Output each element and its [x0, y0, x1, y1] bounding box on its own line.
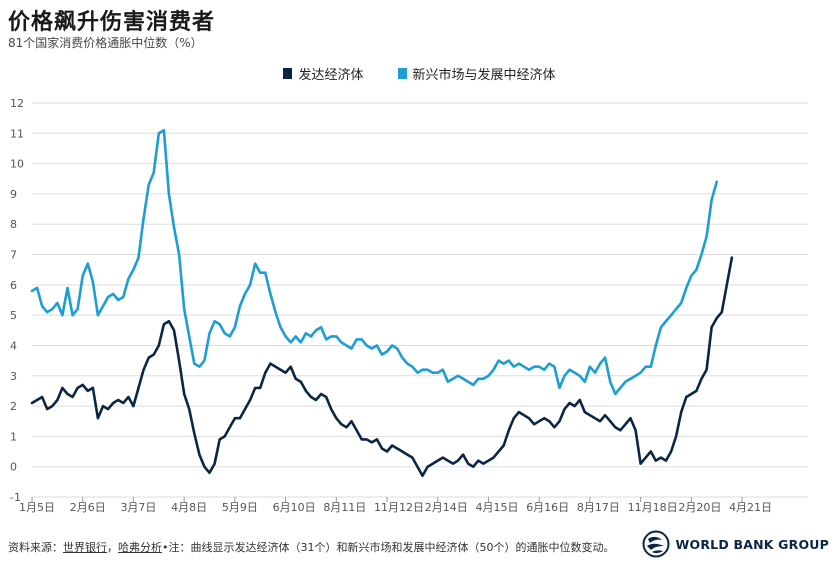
- y-tick-label-9: 9: [10, 188, 17, 201]
- source-link-analysis[interactable]: 哈弗分析: [118, 541, 162, 554]
- legend-item-advanced[interactable]: 发达经济体: [283, 64, 364, 83]
- footer-note: •注：曲线显示发达经济体（31个）和新兴市场和发展中经济体（50个）的通胀中位数…: [162, 541, 615, 554]
- y-tick-label-2: 2: [10, 400, 17, 413]
- y-tick-label--1: -1: [10, 491, 21, 504]
- legend-item-emerging[interactable]: 新兴市场与发展中经济体: [397, 64, 556, 83]
- y-tick-label-6: 6: [10, 279, 17, 292]
- y-tick-label-10: 10: [10, 158, 24, 171]
- x-tick-label-3: 4月8日: [171, 501, 207, 514]
- chart-legend: 发达经济体 新兴市场与发展中经济体: [0, 64, 839, 83]
- x-tick-label-7: 11月12日: [374, 501, 424, 514]
- series-line-emerging: [30, 129, 718, 396]
- series-line-advanced: [30, 256, 734, 478]
- x-tick-label-12: 11月18日: [628, 501, 678, 514]
- logo-text: WORLD BANK GROUP: [675, 536, 829, 552]
- x-tick-label-8: 2月14日: [425, 501, 468, 514]
- footer-separator: ，: [107, 541, 118, 554]
- y-tick-label-0: 0: [10, 461, 17, 474]
- legend-swatch-emerging: [397, 68, 407, 79]
- globe-icon: [642, 530, 670, 558]
- x-tick-label-9: 4月15日: [475, 501, 518, 514]
- x-tick-label-6: 8月11日: [323, 501, 366, 514]
- x-tick-label-14: 4月21日: [729, 501, 772, 514]
- x-tick-label-10: 6月16日: [526, 501, 569, 514]
- y-tick-label-8: 8: [10, 218, 17, 231]
- legend-swatch-advanced: [283, 68, 293, 79]
- x-tick-label-1: 2月6日: [70, 501, 106, 514]
- y-tick-label-5: 5: [10, 309, 17, 322]
- source-footer: 资料来源：世界银行，哈弗分析•注：曲线显示发达经济体（31个）和新兴市场和发展中…: [8, 539, 614, 555]
- x-tick-label-0: 1月5日: [19, 501, 55, 514]
- footer-prefix: 资料来源：: [8, 541, 63, 554]
- y-tick-label-11: 11: [10, 127, 24, 140]
- x-tick-label-4: 5月9日: [222, 501, 258, 514]
- y-tick-label-1: 1: [10, 430, 17, 443]
- x-tick-label-2: 3月7日: [120, 501, 156, 514]
- y-tick-label-4: 4: [10, 339, 17, 352]
- legend-label-emerging: 新兴市场与发展中经济体: [412, 68, 556, 83]
- world-bank-logo: WORLD BANK GROUP: [642, 530, 829, 558]
- legend-label-advanced: 发达经济体: [298, 68, 364, 83]
- chart-subtitle: 81个国家消费价格通胀中位数（%）: [8, 36, 203, 50]
- y-tick-label-7: 7: [10, 249, 17, 262]
- x-tick-label-5: 6月10日: [273, 501, 316, 514]
- source-link-world-bank[interactable]: 世界银行: [63, 541, 107, 554]
- y-tick-label-12: 12: [10, 97, 24, 110]
- x-tick-label-13: 2月20日: [678, 501, 721, 514]
- chart-title: 价格飙升伤害消费者: [8, 10, 216, 35]
- x-tick-label-11: 8月17日: [577, 501, 620, 514]
- y-tick-label-3: 3: [10, 370, 17, 383]
